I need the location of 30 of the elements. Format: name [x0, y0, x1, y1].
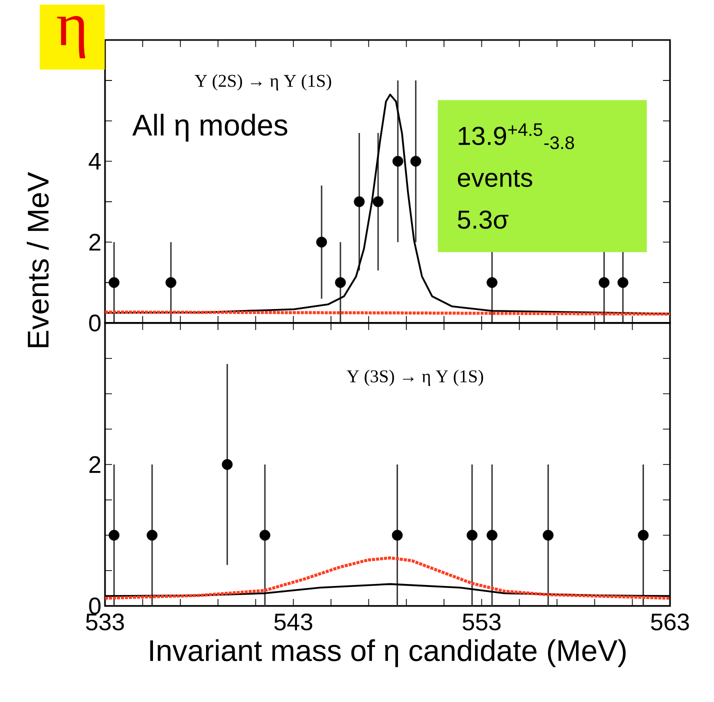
- x-tick-label: 563: [651, 614, 689, 630]
- line-series: [104, 556, 672, 600]
- point: [598, 277, 610, 288]
- point: [392, 156, 404, 167]
- point: [486, 277, 498, 288]
- point: [316, 236, 327, 248]
- point: [410, 156, 422, 167]
- y-axis-title: Events / MeV: [26, 172, 49, 348]
- annotation: 13.9$^{+4.5}$-3.8: [458, 123, 574, 150]
- x-axis-title: Invariant mass of η candidate (MeV): [150, 639, 626, 668]
- x-tick-label: 543: [274, 614, 312, 630]
- point: [354, 196, 365, 208]
- x-tick-label: 533: [86, 614, 124, 630]
- point: [372, 196, 384, 208]
- point: [618, 277, 628, 288]
- point: [166, 277, 176, 288]
- text: η: [57, 16, 86, 58]
- x-tick-label: 553: [462, 614, 501, 630]
- y-tick-label: 4: [88, 153, 101, 170]
- annotation: events: [458, 170, 532, 187]
- annotation: All η modes: [132, 114, 288, 142]
- point: [108, 277, 120, 288]
- y-tick-label: 0: [89, 598, 101, 614]
- y-tick-label: 0: [89, 314, 101, 332]
- annotation: 5.3σ: [458, 210, 508, 229]
- text: Υ (2S) → η Υ (1S): [194, 74, 332, 91]
- y-tick-label: 2: [89, 234, 100, 250]
- text: Υ (3S) → η Υ (1S): [346, 370, 484, 386]
- y-tick-label: 2: [89, 456, 100, 473]
- point: [335, 277, 346, 288]
